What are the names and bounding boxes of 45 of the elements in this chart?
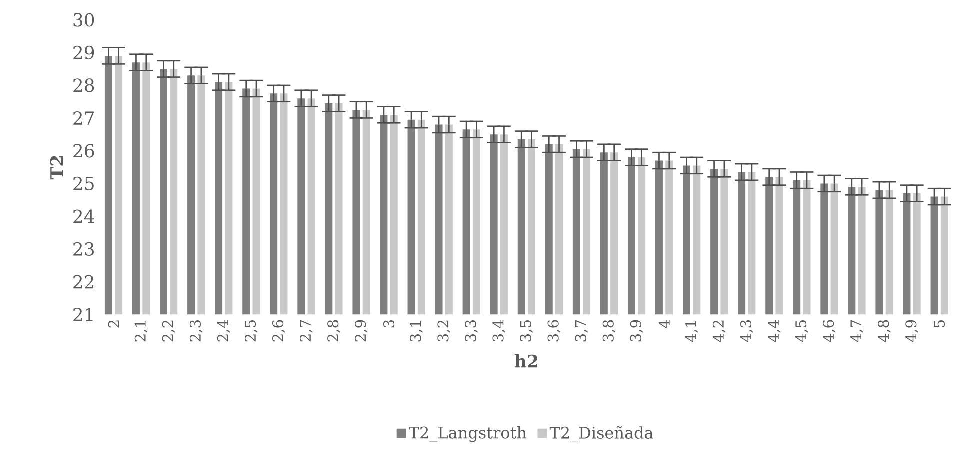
y-tick-label: 28	[74, 78, 94, 92]
x-tick-label: 4,3	[740, 320, 754, 342]
y-tick-label: 29	[74, 46, 94, 60]
y-tick-label: 26	[74, 144, 94, 158]
x-tick-label: 4,1	[685, 321, 698, 342]
x-axis-title: h2	[514, 354, 538, 368]
x-tick-label: 3,4	[492, 320, 506, 342]
x-tick-label: 3,1	[410, 321, 423, 342]
x-tick-label: 2,2	[162, 320, 176, 342]
x-tick-label: 4,2	[712, 320, 726, 342]
x-tick-label: 4,8	[878, 320, 891, 342]
x-tick-label: 3,6	[548, 320, 561, 342]
x-tick-label: 3,2	[438, 320, 451, 342]
x-tick-label: 2,5	[244, 320, 258, 342]
y-tick-label: 21	[74, 308, 93, 322]
x-tick-label: 4,9	[906, 320, 918, 342]
x-tick-label: 3,5	[520, 320, 534, 342]
x-tick-label: 4,6	[823, 320, 836, 342]
y-tick-label: 25	[74, 176, 94, 190]
x-tick-label: 4,5	[796, 320, 808, 342]
x-tick-label: 3,8	[602, 320, 616, 342]
x-tick-label: 2,9	[355, 320, 368, 342]
y-tick-label: 23	[74, 242, 94, 256]
x-tick-label: 3,7	[575, 320, 588, 342]
x-tick-label: 2,6	[272, 320, 286, 342]
x-tick-label: 3	[384, 320, 395, 328]
y-tick-label: 27	[74, 112, 94, 125]
x-tick-label: 2,1	[134, 321, 148, 342]
x-tick-label: 3,3	[465, 320, 478, 342]
x-tick-label: 2,4	[217, 320, 230, 342]
x-tick-label: 2,8	[328, 320, 340, 342]
x-tick-label: 3,9	[630, 320, 644, 342]
y-tick-label: 24	[74, 210, 94, 224]
x-tick-label: 4,7	[850, 320, 864, 342]
x-tick-label: 2,7	[300, 320, 313, 342]
x-tick-label: 5	[934, 320, 946, 328]
y-tick-label: 22	[74, 275, 94, 289]
x-tick-label: 2	[108, 320, 120, 328]
y-axis-title: T2	[50, 156, 64, 180]
legend-label: T2_Langstroth	[408, 426, 527, 442]
x-tick-label: 4,4	[768, 320, 781, 342]
legend-label: T2_Diseñada	[550, 426, 654, 443]
x-tick-label: 2,3	[190, 320, 203, 342]
x-tick-label: 4	[658, 320, 670, 328]
y-tick-label: 30	[74, 13, 94, 27]
